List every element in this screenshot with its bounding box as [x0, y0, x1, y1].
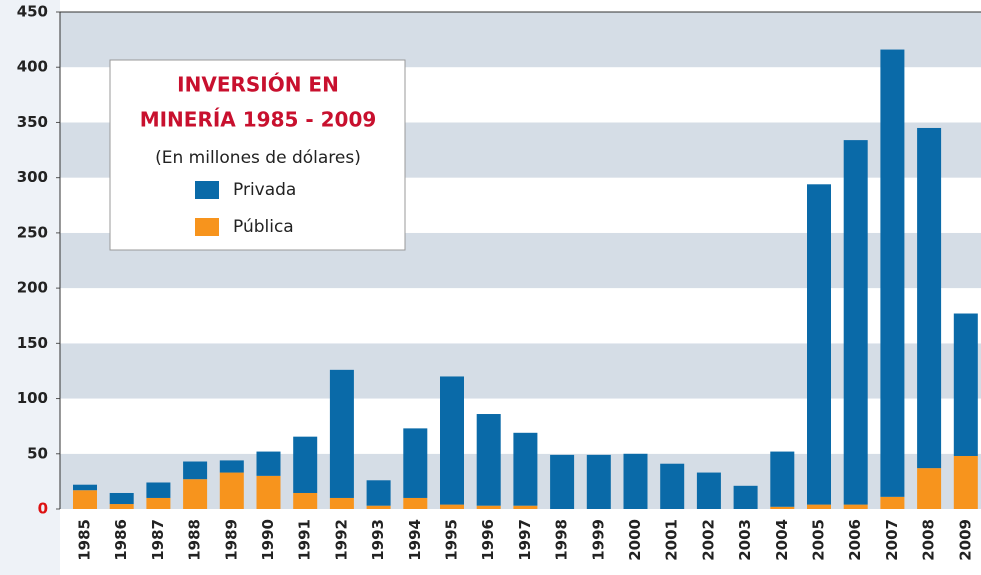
bar-segment — [880, 497, 904, 509]
y-tick-label: 350 — [17, 113, 48, 131]
bar-segment — [587, 455, 611, 509]
bar-segment — [770, 507, 794, 509]
x-tick-label: 1989 — [222, 519, 240, 561]
bar-segment — [367, 506, 391, 509]
bar-segment — [367, 480, 391, 505]
x-tick-label: 2004 — [773, 519, 791, 561]
legend-swatch — [195, 218, 219, 236]
bar-segment — [293, 437, 317, 493]
chart-title: INVERSIÓN EN — [177, 73, 339, 97]
x-tick-label: 2007 — [883, 519, 901, 561]
bar-segment — [110, 504, 134, 509]
y-tick-label: 250 — [17, 223, 48, 241]
chart-title: MINERÍA 1985 - 2009 — [140, 108, 377, 132]
x-tick-label: 1994 — [406, 519, 424, 561]
x-tick-label: 2000 — [626, 519, 644, 561]
x-tick-label: 1987 — [149, 519, 167, 561]
y-tick-label: 0 — [38, 500, 48, 518]
bar-segment — [807, 184, 831, 504]
y-tick-label: 50 — [27, 444, 48, 462]
bar-segment — [403, 428, 427, 498]
y-tick-label: 300 — [17, 168, 48, 186]
x-tick-label: 2009 — [956, 519, 974, 561]
x-tick-label: 2002 — [699, 519, 717, 561]
grid-band — [60, 12, 981, 67]
x-tick-label: 1991 — [296, 519, 314, 561]
x-tick-label: 1990 — [259, 519, 277, 561]
x-tick-label: 1997 — [516, 519, 534, 561]
x-tick-label: 2003 — [736, 519, 754, 561]
y-tick-label: 100 — [17, 389, 48, 407]
x-tick-label: 1995 — [443, 519, 461, 561]
bar-segment — [403, 498, 427, 509]
x-tick-label: 1996 — [479, 519, 497, 561]
chart-subtitle: (En millones de dólares) — [155, 148, 361, 168]
bar-segment — [183, 462, 207, 480]
x-tick-label: 2001 — [663, 519, 681, 561]
y-tick-label: 450 — [17, 3, 48, 21]
x-tick-label: 1986 — [112, 519, 130, 561]
bar-segment — [550, 455, 574, 509]
bar-segment — [440, 505, 464, 509]
bar-segment — [697, 473, 721, 509]
y-tick-label: 200 — [17, 279, 48, 297]
bar-segment — [330, 370, 354, 498]
bar-segment — [917, 128, 941, 468]
x-tick-label: 2005 — [810, 519, 828, 561]
y-tick-label: 400 — [17, 58, 48, 76]
bar-segment — [73, 490, 97, 509]
bar-segment — [660, 464, 684, 509]
grid-band — [60, 288, 981, 343]
bar-segment — [844, 140, 868, 504]
bar-segment — [220, 473, 244, 509]
bar-segment — [183, 479, 207, 509]
bar-segment — [220, 460, 244, 472]
x-tick-label: 1985 — [76, 519, 94, 561]
bar-segment — [146, 482, 170, 497]
bar-segment — [293, 493, 317, 509]
chart: 0 50 100 150 200 250 300 350 400 450 1985 1986 1987 1… — [0, 0, 981, 575]
bar-segment — [330, 498, 354, 509]
grid-band — [60, 343, 981, 398]
bar-segment — [110, 493, 134, 504]
bar-segment — [880, 50, 904, 497]
y-tick-label: 150 — [17, 334, 48, 352]
legend: INVERSIÓN EN MINERÍA 1985 - 2009 (En mil… — [110, 60, 405, 250]
x-tick-label: 2006 — [846, 519, 864, 561]
x-tick-label: 1999 — [589, 519, 607, 561]
bar-segment — [477, 414, 501, 506]
bar-segment — [917, 468, 941, 509]
bar-segment — [257, 476, 281, 509]
bar-segment — [73, 485, 97, 491]
bar-segment — [257, 452, 281, 476]
bar-segment — [954, 314, 978, 456]
x-tick-label: 1993 — [369, 519, 387, 561]
bar-segment — [513, 433, 537, 506]
bar-segment — [624, 454, 648, 509]
bar-segment — [954, 456, 978, 509]
bar-segment — [477, 506, 501, 509]
bar-segment — [146, 498, 170, 509]
bar-segment — [440, 376, 464, 504]
legend-label: Pública — [233, 217, 294, 237]
x-tick-label: 1998 — [553, 519, 571, 561]
legend-label: Privada — [233, 180, 296, 200]
x-tick-label: 1992 — [332, 519, 350, 561]
x-tick-label: 2008 — [920, 519, 938, 561]
bar-segment — [513, 506, 537, 509]
bar-segment — [844, 505, 868, 509]
bar-segment — [734, 486, 758, 509]
legend-swatch — [195, 181, 219, 199]
bar-segment — [770, 452, 794, 507]
bar-segment — [807, 505, 831, 509]
x-tick-label: 1988 — [186, 519, 204, 561]
